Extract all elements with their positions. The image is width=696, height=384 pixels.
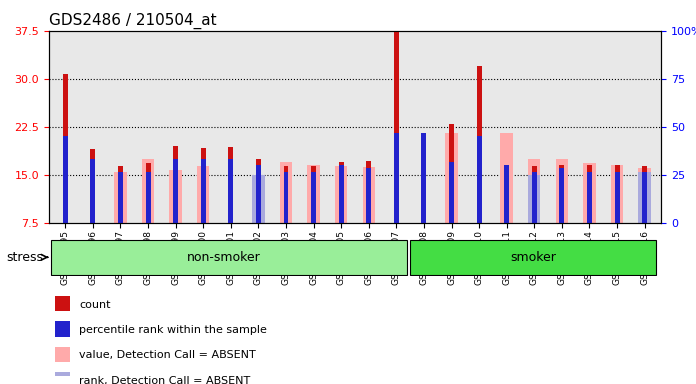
Bar [477, 66, 482, 223]
Text: non-smoker: non-smoker [187, 251, 261, 264]
Bar [283, 166, 288, 223]
Bar [560, 168, 564, 223]
Bar [280, 162, 292, 223]
Text: stress: stress [6, 251, 43, 264]
Bar [145, 172, 150, 223]
Bar [555, 159, 568, 223]
Bar [335, 166, 347, 223]
Bar [114, 172, 127, 223]
Bar [504, 165, 509, 223]
Bar [311, 166, 316, 223]
Bar [200, 159, 206, 223]
Bar [308, 165, 319, 223]
Bar [445, 133, 458, 223]
Bar [422, 133, 427, 223]
Bar [394, 32, 399, 223]
Bar [228, 159, 233, 223]
Text: count: count [79, 300, 111, 310]
Bar [90, 159, 95, 223]
Bar [449, 162, 454, 223]
Bar [118, 172, 123, 223]
Bar [560, 165, 564, 223]
FancyBboxPatch shape [410, 240, 656, 275]
Bar [197, 166, 209, 223]
Bar [339, 165, 344, 223]
Bar [256, 159, 261, 223]
Bar [311, 172, 316, 223]
Bar [449, 124, 454, 223]
Bar [587, 172, 592, 223]
Bar [366, 161, 371, 223]
Bar [63, 74, 68, 223]
Bar [118, 166, 123, 223]
Bar [615, 165, 619, 223]
Bar [615, 172, 619, 223]
Bar [252, 175, 264, 223]
Bar [500, 133, 513, 223]
Text: rank, Detection Call = ABSENT: rank, Detection Call = ABSENT [79, 376, 251, 384]
Bar [169, 170, 182, 223]
Bar [228, 147, 233, 223]
Text: GDS2486 / 210504_at: GDS2486 / 210504_at [49, 13, 216, 29]
Bar [363, 167, 375, 223]
Bar [642, 166, 647, 223]
Bar [528, 159, 541, 223]
Bar [145, 162, 150, 223]
Bar [252, 176, 264, 223]
Bar [200, 149, 206, 223]
Text: value, Detection Call = ABSENT: value, Detection Call = ABSENT [79, 350, 256, 360]
Bar [173, 159, 178, 223]
Bar [366, 168, 371, 223]
Bar [256, 165, 261, 223]
Text: smoker: smoker [510, 251, 556, 264]
Bar [532, 172, 537, 223]
Bar [142, 159, 155, 223]
Bar [587, 165, 592, 223]
Text: percentile rank within the sample: percentile rank within the sample [79, 325, 267, 335]
Bar [394, 133, 399, 223]
Bar [422, 133, 427, 223]
Bar [583, 163, 596, 223]
Bar [504, 165, 509, 223]
Bar [532, 166, 537, 223]
Bar [638, 172, 651, 223]
Bar [55, 296, 70, 311]
Bar [55, 372, 70, 384]
Bar [611, 165, 623, 223]
Bar [642, 172, 647, 223]
FancyBboxPatch shape [52, 240, 407, 275]
Bar [55, 321, 70, 337]
Bar [528, 175, 541, 223]
Bar [339, 162, 344, 223]
Bar [63, 136, 68, 223]
Bar [477, 136, 482, 223]
Bar [55, 347, 70, 362]
Bar [90, 149, 95, 223]
Bar [638, 168, 651, 223]
Bar [173, 146, 178, 223]
Bar [283, 172, 288, 223]
